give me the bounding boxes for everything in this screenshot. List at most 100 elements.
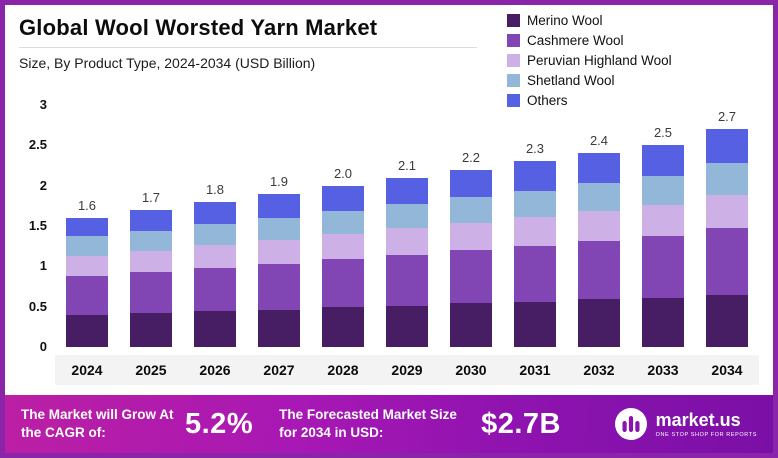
bar-segment-peruvian-highland-wool[interactable] [258, 239, 300, 264]
x-axis-label: 2029 [391, 362, 423, 378]
bar-group[interactable]: 1.7 [119, 105, 183, 347]
bar-segment-shetland-wool[interactable] [642, 175, 684, 206]
bar-segment-others[interactable] [578, 153, 620, 184]
legend-item[interactable]: Peruvian Highland Wool [507, 53, 672, 68]
bar-segment-cashmere-wool[interactable] [194, 267, 236, 312]
chart-card: Global Wool Worsted Yarn Market Size, By… [5, 5, 773, 395]
bar-segment-shetland-wool[interactable] [514, 190, 556, 218]
cagr-label: The Market will Grow At the CAGR of: [21, 407, 174, 440]
bar-segment-shetland-wool[interactable] [66, 236, 108, 256]
bar-group[interactable]: 2.5 [631, 105, 695, 347]
bar-segment-merino-wool[interactable] [514, 301, 556, 347]
bar-segment-peruvian-highland-wool[interactable] [642, 205, 684, 237]
bar-group[interactable]: 2.1 [375, 105, 439, 347]
bar-segment-peruvian-highland-wool[interactable] [194, 245, 236, 268]
x-axis-label: 2024 [71, 362, 103, 378]
bar-group[interactable]: 2.7 [695, 105, 759, 347]
bar-segment-cashmere-wool[interactable] [386, 255, 428, 306]
bar-segment-others[interactable] [258, 193, 300, 218]
legend-item[interactable]: Others [507, 93, 672, 108]
bar-segment-merino-wool[interactable] [706, 294, 748, 347]
bar-segment-others[interactable] [66, 217, 108, 237]
bar-segment-shetland-wool[interactable] [706, 163, 748, 195]
axes-row: 0 0.5 1 1.5 2 2.5 3 1.6 1.7 1.8 1.9 2.0 2.1 2.2 2.3 2.… [19, 97, 759, 354]
bar-segment-cashmere-wool[interactable] [642, 236, 684, 298]
bar-value-label: 2.4 [589, 133, 609, 149]
bar-segment-shetland-wool[interactable] [386, 204, 428, 229]
bar-group[interactable]: 1.8 [183, 105, 247, 347]
bar-value-label: 1.7 [141, 189, 161, 205]
bar-segment-peruvian-highland-wool[interactable] [578, 211, 620, 242]
bar-value-label: 1.6 [77, 197, 97, 213]
bar-segment-merino-wool[interactable] [194, 311, 236, 347]
bar-segment-shetland-wool[interactable] [130, 230, 172, 251]
legend-swatch [507, 94, 520, 107]
bar-segment-shetland-wool[interactable] [322, 210, 364, 235]
legend-item[interactable]: Merino Wool [507, 13, 672, 28]
bar-segment-peruvian-highland-wool[interactable] [706, 194, 748, 229]
bar-group[interactable]: 2.4 [567, 105, 631, 347]
bar-group[interactable]: 2.3 [503, 105, 567, 347]
brand-tagline: One Stop Shop For Reports [655, 431, 757, 438]
legend: Merino Wool Cashmere Wool Peruvian Highlan… [507, 13, 672, 108]
bar-segment-cashmere-wool[interactable] [130, 271, 172, 314]
chart-region: 0 0.5 1 1.5 2 2.5 3 1.6 1.7 1.8 1.9 2.0 2.1 2.2 2.3 2.… [19, 97, 759, 385]
bar-segment-cashmere-wool[interactable] [258, 263, 300, 310]
plot-area: 1.6 1.7 1.8 1.9 2.0 2.1 2.2 2.3 2.4 2.5 2.7 [55, 105, 759, 347]
bar-segment-merino-wool[interactable] [66, 314, 108, 347]
bar-group[interactable]: 1.9 [247, 105, 311, 347]
bar-segment-cashmere-wool[interactable] [578, 241, 620, 300]
forecast-value: $2.7B [481, 407, 561, 440]
bar-value-label: 2.5 [653, 125, 673, 141]
bar-segment-peruvian-highland-wool[interactable] [130, 251, 172, 272]
y-tick-label: 2 [39, 177, 47, 193]
bar-segment-others[interactable] [322, 185, 364, 211]
market-us-logo[interactable]: market.us One Stop Shop For Reports [613, 406, 757, 442]
forecast-label: The Forecasted Market Size for 2034 in U… [279, 407, 457, 440]
bar-segment-shetland-wool[interactable] [450, 196, 492, 223]
x-axis-label: 2030 [455, 362, 487, 378]
bar-segment-merino-wool[interactable] [450, 303, 492, 347]
bar-value-label: 1.8 [205, 181, 225, 197]
bar-segment-peruvian-highland-wool[interactable] [386, 228, 428, 256]
bar-segment-others[interactable] [706, 129, 748, 164]
bar-segment-others[interactable] [386, 177, 428, 205]
bar-segment-merino-wool[interactable] [130, 313, 172, 347]
bar-segment-merino-wool[interactable] [642, 297, 684, 347]
bar-group[interactable]: 2.2 [439, 105, 503, 347]
bar-segment-peruvian-highland-wool[interactable] [322, 234, 364, 260]
legend-item[interactable]: Cashmere Wool [507, 33, 672, 48]
x-axis-label: 2025 [135, 362, 167, 378]
legend-item[interactable]: Shetland Wool [507, 73, 672, 88]
bar-segment-cashmere-wool[interactable] [706, 228, 748, 295]
bar-segment-merino-wool[interactable] [258, 309, 300, 347]
bar-segment-others[interactable] [194, 201, 236, 225]
legend-label: Cashmere Wool [527, 33, 624, 48]
bar-segment-others[interactable] [514, 161, 556, 191]
bar-segment-shetland-wool[interactable] [258, 217, 300, 240]
x-axis-label: 2028 [327, 362, 359, 378]
bar-group[interactable]: 1.6 [55, 105, 119, 347]
bar-segment-cashmere-wool[interactable] [450, 250, 492, 304]
bar-segment-peruvian-highland-wool[interactable] [66, 255, 108, 276]
bar-segment-shetland-wool[interactable] [194, 224, 236, 246]
y-tick-label: 1 [39, 258, 47, 274]
bar-segment-merino-wool[interactable] [386, 305, 428, 347]
bar-segment-peruvian-highland-wool[interactable] [450, 222, 492, 251]
bar-segment-merino-wool[interactable] [578, 299, 620, 347]
legend-label: Others [527, 93, 568, 108]
bar-segment-others[interactable] [130, 209, 172, 231]
bar-segment-cashmere-wool[interactable] [66, 276, 108, 315]
legend-label: Shetland Wool [527, 73, 615, 88]
footer-banner: The Market will Grow At the CAGR of: 5.2… [5, 395, 773, 453]
bar-segment-cashmere-wool[interactable] [514, 246, 556, 302]
bar-segment-cashmere-wool[interactable] [322, 259, 364, 308]
legend-swatch [507, 34, 520, 47]
bar-segment-peruvian-highland-wool[interactable] [514, 217, 556, 247]
brand-name: market.us [655, 409, 741, 430]
bar-segment-others[interactable] [642, 145, 684, 176]
bar-segment-merino-wool[interactable] [322, 307, 364, 347]
bar-segment-shetland-wool[interactable] [578, 183, 620, 212]
bar-segment-others[interactable] [450, 169, 492, 197]
bar-group[interactable]: 2.0 [311, 105, 375, 347]
